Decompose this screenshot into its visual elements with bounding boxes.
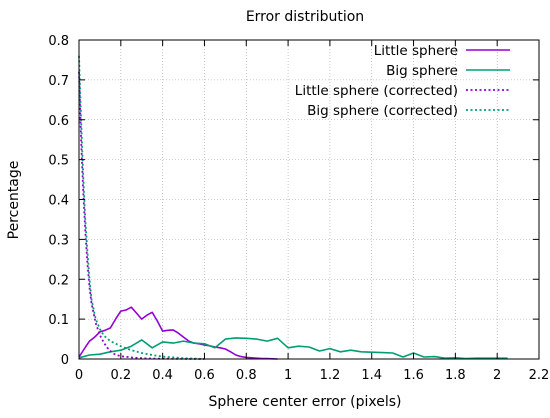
x-tick-label: 1.8	[445, 368, 466, 383]
y-axis-ticks: 0 0.1 0.2 0.3 0.4 0.5 0.6 0.7 0.8	[48, 34, 539, 368]
x-tick-label: 1.2	[320, 368, 341, 383]
y-tick-label: 0.4	[48, 194, 69, 209]
x-tick-label: 0.4	[152, 368, 173, 383]
legend: Little sphere Big sphere Little sphere (co…	[295, 43, 510, 119]
x-tick-label: 2.2	[529, 368, 550, 383]
x-tick-label: 0	[75, 368, 83, 383]
legend-label-2: Big sphere	[386, 63, 458, 79]
y-axis-label: Percentage	[6, 161, 22, 240]
x-tick-label: 0.2	[110, 368, 131, 383]
y-tick-label: 0.3	[48, 233, 69, 248]
x-tick-label: 1.6	[403, 368, 424, 383]
y-tick-label: 0.5	[48, 154, 69, 169]
series-line-3	[78, 71, 205, 360]
chart-title: Error distribution	[246, 9, 364, 25]
x-tick-label: 2	[493, 368, 501, 383]
y-tick-label: 0.6	[48, 114, 69, 129]
legend-label-1: Little sphere	[374, 43, 458, 59]
series-line-2	[78, 337, 508, 360]
series-layer	[78, 55, 508, 360]
x-axis-ticks: 0 0.2 0.4 0.6 0.8 1 1.2 1.4 1.6 1.8 2 2.2	[75, 40, 549, 383]
x-tick-label: 1	[284, 368, 292, 383]
x-axis-label: Sphere center error (pixels)	[209, 394, 402, 410]
legend-label-3: Little sphere (corrected)	[295, 83, 458, 99]
x-tick-label: 1.4	[361, 368, 382, 383]
y-tick-label: 0	[61, 353, 69, 368]
y-tick-label: 0.7	[48, 74, 69, 89]
x-tick-label: 0.8	[236, 368, 257, 383]
y-tick-label: 0.8	[48, 34, 69, 49]
series-line-1	[78, 306, 278, 360]
x-tick-label: 0.6	[194, 368, 215, 383]
y-tick-label: 0.1	[48, 313, 69, 328]
legend-label-4: Big sphere (corrected)	[307, 103, 458, 119]
grid-lines	[79, 40, 539, 359]
y-tick-label: 0.2	[48, 273, 69, 288]
series-line-4	[78, 55, 205, 360]
